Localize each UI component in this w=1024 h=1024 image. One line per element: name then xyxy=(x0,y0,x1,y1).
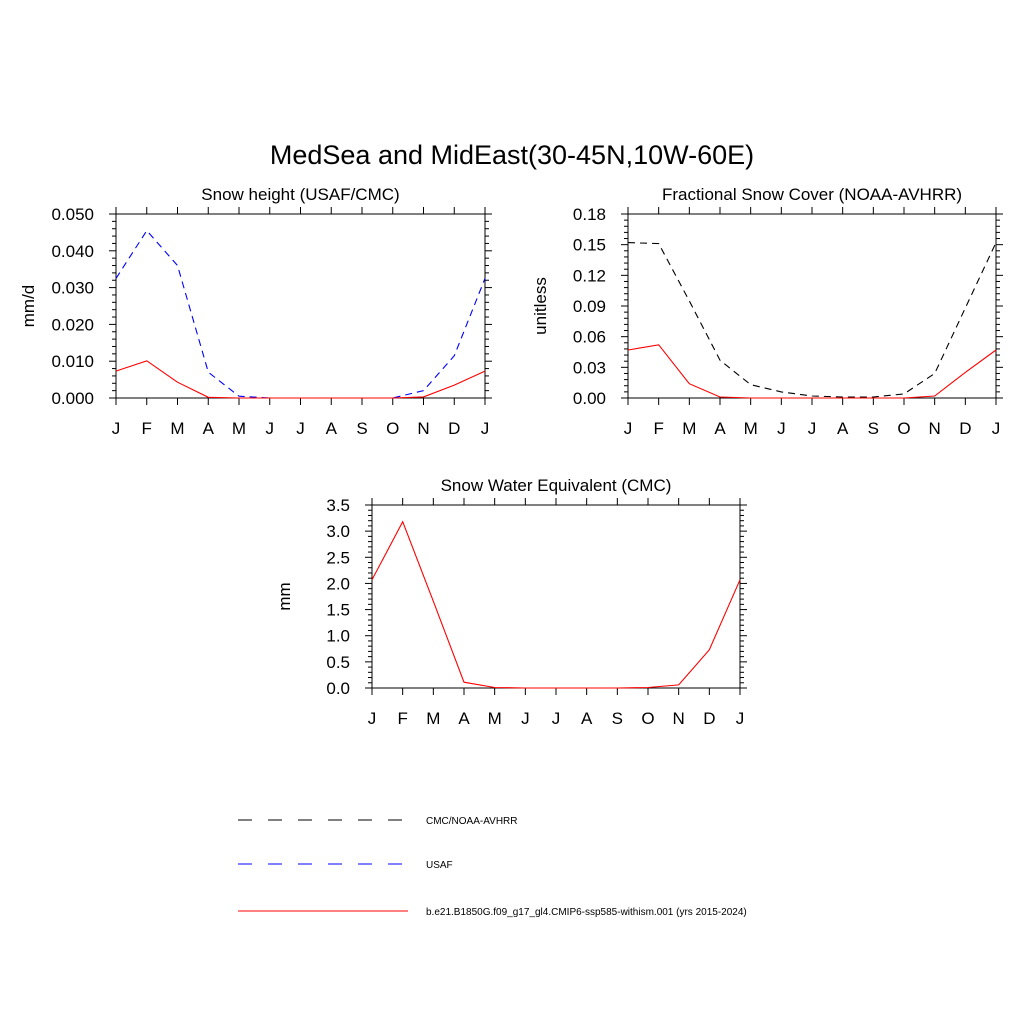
y-tick-label: 1.0 xyxy=(326,627,350,646)
x-tick-label: F xyxy=(653,419,663,438)
legend: CMC/NOAA-AVHRR USAF b.e21.B1850G.f09_g17_g… xyxy=(238,816,747,918)
x-tick-label: A xyxy=(458,709,470,728)
legend-label: USAF xyxy=(426,860,453,871)
x-tick-label: M xyxy=(170,419,184,438)
plot-frame xyxy=(115,213,486,399)
x-tick-label: D xyxy=(959,419,971,438)
y-tick-label: 0.12 xyxy=(573,266,606,285)
panel-title: Snow height (USAF/CMC) xyxy=(201,185,399,204)
snow-height-chart: Snow height (USAF/CMC)mm/dJ F M A M J J A S O N D J0… xyxy=(19,185,492,438)
x-tick-label: N xyxy=(929,419,941,438)
y-tick-label: 0.040 xyxy=(51,242,94,261)
x-tick-label: S xyxy=(868,419,879,438)
y-tick-label: 0.5 xyxy=(326,653,350,672)
legend-label: CMC/NOAA-AVHRR xyxy=(426,816,517,827)
x-tick-label: D xyxy=(448,419,460,438)
chart-panels: Snow height (USAF/CMC)mm/dJ F M A M J J A S O N D J0… xyxy=(19,185,1003,728)
x-tick-label: J xyxy=(552,709,561,728)
legend-label: b.e21.B1850G.f09_g17_gl4.CMIP6-ssp585-wi… xyxy=(426,907,747,918)
plot-frame xyxy=(627,213,997,399)
x-tick-label: S xyxy=(356,419,367,438)
legend-item: USAF xyxy=(238,860,453,871)
x-tick-label: A xyxy=(203,419,215,438)
legend-item: b.e21.B1850G.f09_g17_gl4.CMIP6-ssp585-wi… xyxy=(238,907,747,918)
snow-cover-chart: Fractional Snow Cover (NOAA-AVHRR) unitle… xyxy=(531,185,1003,438)
x-tick-label: J xyxy=(368,709,377,728)
x-tick-label: J xyxy=(624,419,633,438)
y-tick-label: 2.0 xyxy=(326,574,350,593)
x-tick-label: O xyxy=(386,419,399,438)
x-tick-label: O xyxy=(897,419,910,438)
y-tick-label: 2.5 xyxy=(326,548,350,567)
x-tick-label: M xyxy=(232,419,246,438)
x-tick-label: N xyxy=(417,419,429,438)
x-tick-label: J xyxy=(736,709,745,728)
y-axis-label: mm xyxy=(275,582,294,610)
figure-title: MedSea and MidEast(30-45N,10W-60E) xyxy=(270,140,754,170)
y-tick-label: 0.06 xyxy=(573,328,606,347)
panel-title: Fractional Snow Cover (NOAA-AVHRR) xyxy=(662,185,962,204)
x-tick-label: J xyxy=(112,419,121,438)
x-tick-label: A xyxy=(837,419,849,438)
x-tick-label: A xyxy=(714,419,726,438)
x-tick-label: J xyxy=(992,419,1001,438)
plot-frame xyxy=(371,504,741,689)
series-line xyxy=(371,520,741,689)
y-tick-label: 0.050 xyxy=(51,205,94,224)
y-tick-label: 0.00 xyxy=(573,389,606,408)
y-tick-label: 0.020 xyxy=(51,315,94,334)
series-line xyxy=(627,242,997,398)
series-line xyxy=(115,229,486,399)
y-tick-label: 3.0 xyxy=(326,522,350,541)
x-tick-label: O xyxy=(641,709,654,728)
x-tick-label: M xyxy=(488,709,502,728)
x-tick-label: D xyxy=(703,709,715,728)
y-tick-label: 0.000 xyxy=(51,389,94,408)
x-tick-label: J xyxy=(481,419,490,438)
y-tick-label: 0.03 xyxy=(573,358,606,377)
y-tick-label: 3.5 xyxy=(326,496,350,515)
y-axis-label: mm/d xyxy=(19,285,38,328)
x-tick-label: J xyxy=(777,419,786,438)
series-line xyxy=(115,360,486,399)
x-tick-label: J xyxy=(808,419,817,438)
x-tick-label: F xyxy=(142,419,152,438)
y-tick-label: 0.15 xyxy=(573,236,606,255)
y-axis-label: unitless xyxy=(531,277,550,335)
x-tick-label: F xyxy=(397,709,407,728)
panel-title: Snow Water Equivalent (CMC) xyxy=(441,476,672,495)
x-tick-label: N xyxy=(673,709,685,728)
x-tick-label: A xyxy=(326,419,338,438)
x-tick-label: A xyxy=(581,709,593,728)
y-tick-label: 0.18 xyxy=(573,205,606,224)
x-tick-label: J xyxy=(266,419,275,438)
y-tick-label: 0.010 xyxy=(51,352,94,371)
y-tick-label: 0.0 xyxy=(326,679,350,698)
y-tick-label: 0.09 xyxy=(573,297,606,316)
y-tick-label: 0.030 xyxy=(51,279,94,298)
x-tick-label: M xyxy=(426,709,440,728)
series-line xyxy=(627,344,997,399)
y-tick-label: 1.5 xyxy=(326,601,350,620)
x-tick-label: J xyxy=(521,709,530,728)
x-tick-label: M xyxy=(744,419,758,438)
x-tick-label: S xyxy=(612,709,623,728)
x-tick-label: M xyxy=(682,419,696,438)
legend-item: CMC/NOAA-AVHRR xyxy=(238,816,517,827)
x-tick-label: J xyxy=(296,419,305,438)
swe-chart: Snow Water Equivalent (CMC)mmJ F M A M J J A S O N… xyxy=(275,476,747,728)
